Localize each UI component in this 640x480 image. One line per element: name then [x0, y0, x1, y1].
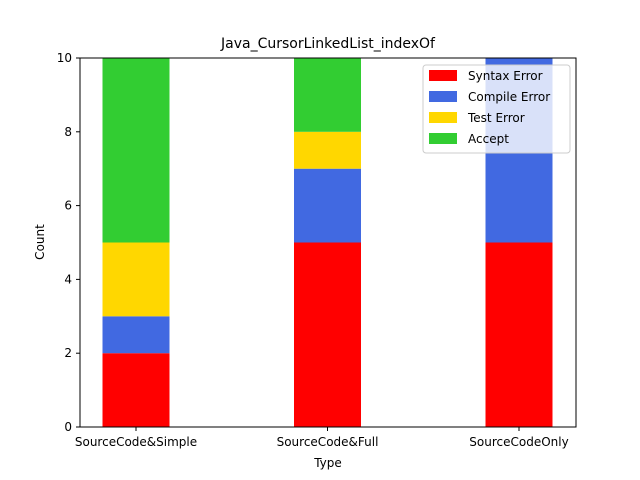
- legend-label: Compile Error: [468, 90, 550, 104]
- x-tick-label: SourceCodeOnly: [469, 435, 568, 449]
- y-tick-label: 4: [64, 272, 72, 286]
- bar-segment: [102, 242, 170, 317]
- legend-swatch: [429, 70, 457, 81]
- x-tick-label: SourceCode&Full: [277, 435, 379, 449]
- x-axis-label: Type: [313, 456, 342, 470]
- y-tick-label: 6: [64, 199, 72, 213]
- legend-label: Test Error: [467, 111, 525, 125]
- y-tick-label: 10: [57, 51, 72, 65]
- chart-title: Java_CursorLinkedList_indexOf: [220, 36, 436, 52]
- bars-layer: [102, 58, 553, 427]
- y-tick-label: 0: [64, 420, 72, 434]
- x-tick-label: SourceCode&Simple: [75, 435, 197, 449]
- bar-segment: [294, 242, 361, 427]
- bar-segment: [102, 353, 170, 427]
- legend-label: Syntax Error: [468, 69, 543, 83]
- y-tick-label: 8: [64, 125, 72, 139]
- bar-segment: [294, 131, 361, 169]
- bar-segment: [294, 168, 361, 243]
- y-tick-label: 2: [64, 346, 72, 360]
- legend-swatch: [429, 133, 457, 144]
- legend-box: [422, 64, 571, 154]
- legend: Syntax Error Compile Error Test Error Accep…: [422, 64, 571, 154]
- y-axis-label: Count: [33, 224, 47, 260]
- legend-label: Accept: [468, 132, 509, 146]
- legend-swatch: [429, 112, 457, 123]
- legend-items: Syntax Error Compile Error Test Error Accep…: [429, 69, 550, 146]
- bar-segment: [294, 58, 361, 132]
- legend-swatch: [429, 91, 457, 102]
- x-axis: SourceCode&Simple SourceCode&Full SourceCo…: [75, 427, 569, 449]
- bar-segment: [485, 242, 553, 427]
- y-axis: 0 2 4 6 8 10: [57, 51, 80, 434]
- bar-segment: [102, 58, 170, 243]
- bar-segment: [102, 316, 170, 354]
